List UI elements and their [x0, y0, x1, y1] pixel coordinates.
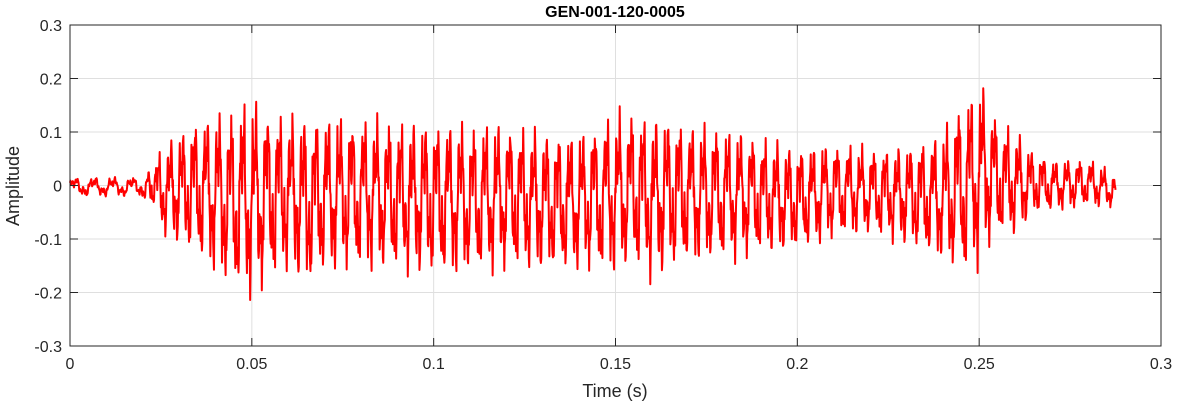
- y-tick-label: 0.3: [40, 18, 62, 35]
- x-tick-label: 0.25: [964, 356, 995, 373]
- x-tick-label: 0.3: [1150, 356, 1172, 373]
- waveform-series-line: [69, 87, 1117, 301]
- x-tick-label: 0.15: [600, 356, 631, 373]
- chart-title: GEN-001-120-0005: [545, 4, 685, 21]
- x-tick-label: 0: [66, 356, 75, 373]
- x-tick-label: 0.05: [236, 356, 267, 373]
- y-tick-label: -0.2: [34, 286, 62, 303]
- ticks: [69, 24, 1162, 347]
- y-tick-label: -0.3: [34, 339, 62, 356]
- y-axis-label: Amplitude: [3, 146, 23, 226]
- x-tick-label: 0.1: [423, 356, 445, 373]
- y-tick-labels: -0.3 -0.2 -0.1 0 0.1 0.2 0.3: [34, 18, 62, 356]
- x-tick-label: 0.2: [786, 356, 808, 373]
- y-tick-label: 0: [53, 179, 62, 196]
- x-axis-label: Time (s): [582, 381, 647, 401]
- series-layer: [69, 87, 1117, 301]
- y-tick-label: 0.2: [40, 72, 62, 89]
- y-tick-label: -0.1: [34, 232, 62, 249]
- x-tick-labels: 0 0.05 0.1 0.15 0.2 0.25 0.3: [66, 356, 1173, 373]
- y-tick-label: 0.1: [40, 125, 62, 142]
